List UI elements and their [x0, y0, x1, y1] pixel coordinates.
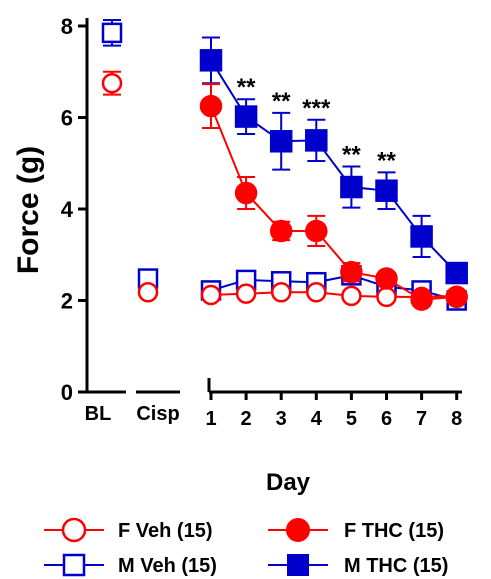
data-point [234, 181, 258, 205]
x-tick-label: 6 [381, 408, 392, 430]
data-point [306, 282, 327, 303]
significance-label: ** [272, 88, 291, 115]
legend-label-m-thc: M THC (15) [344, 555, 448, 577]
x-axis-title: Day [266, 469, 311, 496]
data-point [410, 288, 433, 311]
data-point [375, 179, 398, 202]
significance-annotations: **** ***** ** [237, 74, 397, 174]
data-point [199, 49, 223, 72]
data-point [235, 283, 257, 304]
legend-label-f-veh: F Veh (15) [118, 520, 212, 542]
x-category-label: BL [85, 403, 112, 425]
data-point [101, 22, 123, 44]
data-point [269, 219, 293, 243]
legend-label-m-veh: M Veh (15) [118, 555, 217, 577]
legend-marker-m-thc [287, 554, 309, 576]
series-m-thc [199, 36, 468, 285]
y-tick-label: 0 [61, 380, 73, 405]
legend-item-f-thc: F THC (15) [268, 518, 444, 542]
legend-item-m-thc: M THC (15) [268, 554, 448, 577]
x-category-label: Cisp [136, 403, 179, 425]
significance-label: ** [342, 141, 361, 168]
series-f-thc [199, 83, 468, 311]
data-point [445, 261, 468, 285]
data-point [375, 267, 398, 290]
y-tick-label: 6 [61, 106, 73, 131]
y-tick-label: 4 [61, 197, 74, 222]
data-point [376, 286, 397, 308]
significance-label: *** [302, 95, 331, 122]
y-tick-label: 8 [61, 14, 73, 39]
data-point [305, 129, 328, 152]
y-tick-labels: 0 2 4 6 8 [61, 14, 74, 405]
legend-item-f-veh: F Veh (15) [44, 517, 212, 543]
data-point [234, 105, 258, 128]
series-m-veh [101, 19, 467, 311]
significance-label: ** [377, 147, 396, 174]
x-tick-labels: 1 2 3 4 5 6 7 8 BL Cisp [85, 403, 463, 430]
x-tick-label: 5 [346, 408, 357, 430]
data-point [137, 282, 159, 303]
y-axis-title: Force (g) [12, 146, 45, 274]
x-tick-label: 4 [311, 408, 323, 430]
data-point [101, 72, 123, 94]
x-tick-label: 3 [276, 408, 287, 430]
legend-label-f-thc: F THC (15) [344, 520, 444, 542]
data-point [340, 260, 363, 284]
x-tick-label: 8 [451, 408, 462, 430]
significance-label: ** [237, 74, 256, 101]
data-point [340, 175, 363, 199]
x-tick-label: 7 [416, 408, 427, 430]
x-tick-label: 2 [241, 408, 252, 430]
legend: F Veh (15) F THC (15) M Veh (15) M THC (… [44, 517, 448, 577]
data-point [445, 285, 468, 309]
legend-marker-f-veh [61, 517, 87, 543]
data-point [410, 225, 433, 248]
legend-marker-f-thc [286, 518, 310, 542]
legend-marker-m-veh [62, 553, 86, 577]
data-point [269, 130, 293, 153]
y-tick-label: 2 [61, 289, 73, 314]
axes [78, 18, 462, 400]
data-point [270, 282, 292, 303]
data-point [341, 285, 362, 307]
x-tick-label: 1 [205, 408, 216, 430]
data-point [305, 219, 328, 243]
data-point [199, 94, 223, 118]
data-point [200, 284, 222, 306]
series-layer [101, 19, 468, 311]
legend-item-m-veh: M Veh (15) [44, 553, 217, 577]
